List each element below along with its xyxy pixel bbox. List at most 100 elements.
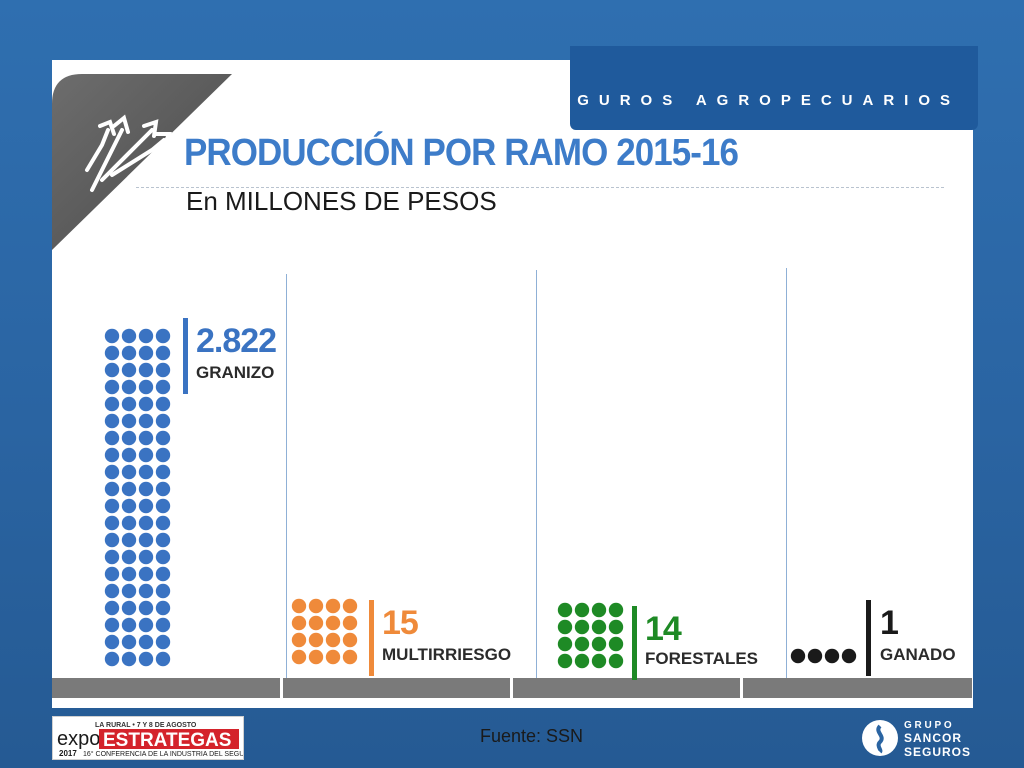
data-label: 14 [645, 610, 682, 648]
bar-dot [325, 598, 341, 614]
header-label: SEGUROS AGROPECUARIOS [537, 92, 960, 109]
bar-dot [155, 532, 171, 548]
bar-dot [104, 583, 120, 599]
category-label: GRANIZO [196, 363, 274, 382]
bar-dot [325, 632, 341, 648]
bar-dot [291, 615, 307, 631]
bar-dot [138, 430, 154, 446]
bar-dot [121, 430, 137, 446]
bar-dot [342, 649, 358, 665]
bar-dot [121, 464, 137, 480]
bar-dot [138, 498, 154, 514]
corner-emblem [52, 74, 232, 250]
baseline-segment [283, 678, 510, 698]
bar-dot [121, 600, 137, 616]
bar-dot [291, 598, 307, 614]
bar-dot [557, 653, 573, 669]
source-note: Fuente: SSN [480, 726, 584, 746]
bar-dot [121, 379, 137, 395]
bar-dot [155, 413, 171, 429]
svg-text:G R U P O: G R U P O [904, 720, 952, 731]
bar-dot [104, 532, 120, 548]
bar-dot [608, 602, 624, 618]
bar-dot [155, 651, 171, 667]
bar-dot [308, 615, 324, 631]
content-card [52, 60, 973, 708]
bar-dot [342, 615, 358, 631]
category-label: MULTIRRIESGO [382, 645, 511, 664]
bar-dot [574, 653, 590, 669]
bar-dot [608, 619, 624, 635]
bar-dot [138, 447, 154, 463]
svg-text:SANCOR: SANCOR [904, 731, 962, 745]
bar-dot [121, 634, 137, 650]
bar-dot [138, 566, 154, 582]
bar-dot [104, 498, 120, 514]
bar-dot [574, 602, 590, 618]
bar-dot [104, 515, 120, 531]
bar-dot [121, 447, 137, 463]
bar-dot [155, 362, 171, 378]
bar-dot [138, 651, 154, 667]
category-label: GANADO [880, 645, 956, 664]
bar-dot [155, 566, 171, 582]
bar-dot [121, 345, 137, 361]
svg-text:expo: expo [57, 728, 100, 750]
bar-dot [591, 602, 607, 618]
bar-dot [155, 583, 171, 599]
bar-dot [155, 515, 171, 531]
bar-dot [121, 515, 137, 531]
value-accent-bar [369, 600, 374, 676]
bar-dot [824, 648, 840, 664]
bar-dot [155, 345, 171, 361]
data-label: 2.822 [196, 322, 276, 360]
bar-dot [155, 447, 171, 463]
bar-dot [155, 481, 171, 497]
column-divider [786, 268, 787, 694]
bar-dot [807, 648, 823, 664]
bar-dot [121, 362, 137, 378]
column-divider [536, 270, 537, 694]
bar-dot [104, 600, 120, 616]
bar-dot [557, 636, 573, 652]
bar-dot [608, 636, 624, 652]
bar-dot [138, 396, 154, 412]
grupo-sancor-logo: G R U P O SANCOR SEGUROS [860, 716, 980, 760]
bar-dot [138, 600, 154, 616]
bar-dot [325, 649, 341, 665]
bar-dot [155, 328, 171, 344]
bar-dot [121, 328, 137, 344]
bar-dot [138, 532, 154, 548]
bar-dot [155, 498, 171, 514]
bar-dot [591, 636, 607, 652]
bar-dot [138, 379, 154, 395]
bar-dot [790, 648, 806, 664]
bar-dot [104, 430, 120, 446]
svg-text:LA RURAL • 7 Y 8 DE AGOSTO: LA RURAL • 7 Y 8 DE AGOSTO [95, 722, 197, 729]
bar-dot [104, 549, 120, 565]
bar-dot [557, 602, 573, 618]
page-subtitle: En MILLONES DE PESOS [186, 186, 497, 216]
bar-dot [138, 464, 154, 480]
arrows-icon [85, 114, 172, 192]
bar-dot [104, 413, 120, 429]
bar-dot [121, 396, 137, 412]
bar-dot [104, 651, 120, 667]
value-accent-bar [183, 318, 188, 394]
bar-dot [121, 651, 137, 667]
header-tab: SEGUROS AGROPECUARIOS [537, 46, 978, 130]
bar-dot [104, 362, 120, 378]
expoestrategas-logo: LA RURAL • 7 Y 8 DE AGOSTO expo ESTRATEG… [52, 716, 255, 760]
bar-dot [155, 379, 171, 395]
page-title: PRODUCCIÓN POR RAMO 2015-16 [184, 132, 739, 174]
bar-dot [138, 328, 154, 344]
bar-dot [121, 498, 137, 514]
bar-dot [104, 634, 120, 650]
bar-dot [104, 345, 120, 361]
bar-dot [308, 598, 324, 614]
bar-dot [121, 617, 137, 633]
bar-dot [121, 481, 137, 497]
bar-dot [138, 345, 154, 361]
bar-dot [104, 566, 120, 582]
